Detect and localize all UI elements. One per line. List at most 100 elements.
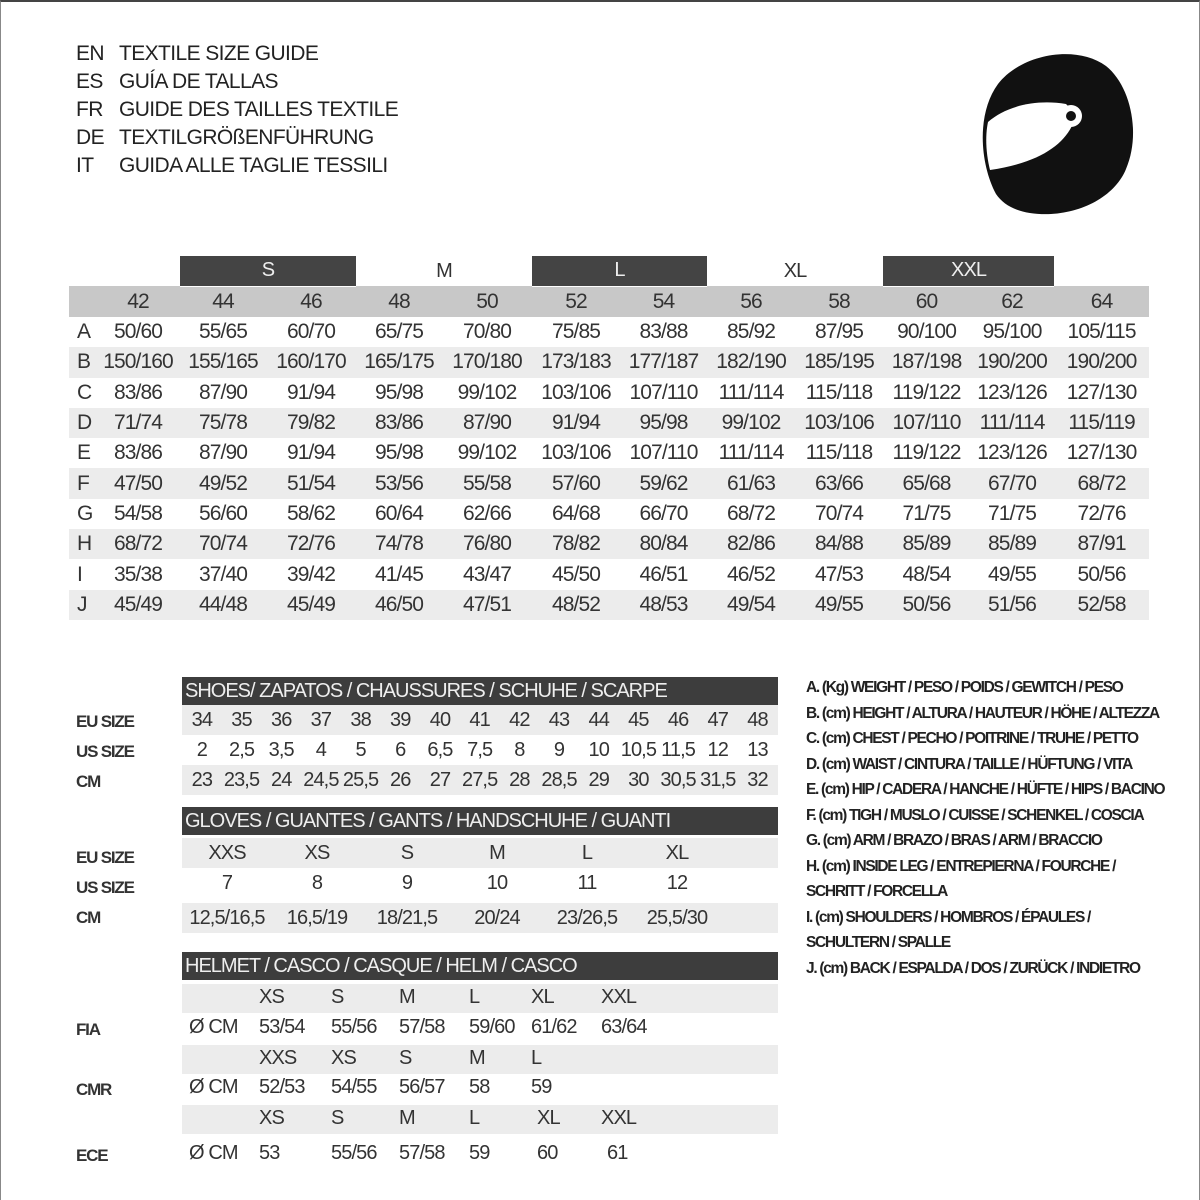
- table-cell: 71/75: [902, 501, 952, 525]
- shoes-cell: 10,5: [620, 738, 657, 761]
- table-cell: 173/183: [532, 347, 621, 378]
- shoes-cell: 37: [310, 708, 332, 731]
- column-header: 64: [1054, 286, 1150, 317]
- helmet-size-band: [182, 984, 778, 1013]
- shoes-title: SHOES/ ZAPATOS / CHAUSSURES / SCHUHE / S…: [182, 677, 778, 705]
- table-cell: 177/187: [620, 347, 708, 378]
- helmet-title: HELMET / CASCO / CASQUE / HELM / CASCO: [182, 952, 778, 980]
- table-row: B 150/160 155/165 160/170 165/175 170/180 173/…: [69, 347, 1150, 378]
- table-cell: 37/40: [198, 562, 248, 586]
- table-cell: 45/49: [266, 589, 357, 620]
- helmet-size: S: [331, 1107, 344, 1129]
- helmet-size: S: [331, 986, 344, 1008]
- column-header: 42: [96, 286, 180, 317]
- row-label: A: [77, 320, 91, 344]
- helmet-size: XS: [259, 1107, 285, 1129]
- table-cell: 63/66: [795, 468, 884, 499]
- table-cell: 48/53: [620, 589, 708, 620]
- size-band: XL: [783, 259, 808, 282]
- legend-line: H. (cm) INSIDE LEG / ENTREPIERNA / FOURC…: [806, 857, 1116, 875]
- table-cell: 61/63: [707, 468, 796, 499]
- helmet-size: XXL: [601, 986, 637, 1008]
- helmet-value: 59/60: [469, 1016, 515, 1038]
- helmet-standard-label: ECE: [76, 1146, 109, 1165]
- table-cell: 60/64: [374, 501, 424, 525]
- shoes-cell: 12: [707, 738, 729, 761]
- table-row: C 83/86 87/90 91/94 95/98 99/102 103/106 107/11…: [69, 378, 1149, 408]
- title-text: TEXTILE SIZE GUIDE: [119, 42, 319, 65]
- shoes-cell: 5: [355, 738, 366, 761]
- shoes-row-label: CM: [76, 772, 101, 791]
- gloves-cell: XS: [304, 841, 331, 864]
- helmet-value: 57/58: [399, 1142, 445, 1164]
- column-header: 46: [266, 286, 357, 317]
- helmet-unit: Ø CM: [189, 1142, 239, 1164]
- language-code: FR: [76, 98, 103, 121]
- table-cell: 74/78: [356, 529, 443, 560]
- shoes-cell: 24: [270, 768, 292, 791]
- gloves-section: GLOVES / GUANTES / GANTS / HANDSCHUHE / …: [182, 807, 778, 933]
- legend-line: I. (cm) SHOULDERS / HOMBROS / ÉPAULES /: [806, 908, 1091, 926]
- gloves-row: 7 8 9 10 11 12: [182, 868, 778, 898]
- gloves-cell: 10: [486, 871, 508, 894]
- table-cell: 75/78: [180, 407, 266, 439]
- helmet-size: L: [531, 1047, 542, 1069]
- helmet-value: 54/55: [331, 1076, 377, 1098]
- row-label: G: [77, 501, 93, 525]
- table-row: A 50/60 55/65 60/70 65/75 70/80 75/85 83/88 85/9…: [69, 317, 1149, 347]
- shoes-cell: 38: [350, 708, 371, 731]
- helmet-value: 59: [469, 1142, 490, 1164]
- legend-line: J. (cm) BACK / ESPALDA / DOS / ZURÜCK / …: [806, 959, 1141, 977]
- helmet-value: 53/54: [259, 1016, 305, 1038]
- table-cell: 115/118: [805, 380, 873, 404]
- helmet-size-band: [182, 1045, 778, 1074]
- table-row: F 47/50 49/52 51/54 53/56 55/58 57/60 59/62 61/6…: [69, 468, 1150, 499]
- table-cell: 52/58: [1054, 589, 1150, 620]
- helmet-value: 55/56: [331, 1142, 377, 1164]
- shoes-cell: 10: [588, 738, 609, 761]
- shoes-cell: 26: [390, 768, 411, 791]
- table-cell: 95/98: [374, 380, 424, 404]
- helmet-value: 60: [537, 1142, 558, 1164]
- table-cell: 103/106: [541, 441, 612, 465]
- gloves-row: 12,5/16,5 16,5/19 18/21,5 20/24 23/26,5 25,5/…: [182, 903, 778, 933]
- table-cell: 83/86: [113, 441, 163, 465]
- table-cell: 165/175: [356, 347, 443, 378]
- table-cell: 68/72: [1054, 468, 1150, 499]
- helmet-value: 63/64: [601, 1016, 647, 1038]
- size-band: M: [436, 259, 453, 282]
- table-cell: 58/62: [286, 501, 336, 525]
- column-header: 44: [180, 286, 266, 317]
- size-band: S: [180, 256, 357, 287]
- table-row: D 71/74 75/78 79/82 83/86 87/90 91/94 95/98 99/1…: [69, 407, 1150, 439]
- shoes-cell: 23,5: [223, 768, 260, 791]
- legend-line: B. (cm) HEIGHT / ALTURA / HAUTEUR / HÖHE…: [806, 704, 1160, 722]
- table-cell: 51/54: [266, 468, 357, 499]
- table-cell: 43/47: [462, 562, 512, 586]
- table-cell: 87/95: [815, 320, 864, 344]
- helmet-standard-label: FIA: [76, 1020, 101, 1039]
- table-cell: 95/100: [982, 320, 1043, 344]
- shoes-cell: 44: [588, 708, 609, 731]
- table-cell: 67/70: [970, 468, 1055, 499]
- shoes-cell: 41: [469, 708, 490, 731]
- table-cell: 39/42: [286, 562, 336, 586]
- table-cell: 91/94: [286, 380, 336, 404]
- helmet-icon: [982, 54, 1134, 215]
- shoes-row: 23 23,5 24 24,5 25,5 26 27 27,5 28 28,5 29 30 30,5 31…: [182, 765, 778, 795]
- table-cell: 111/114: [718, 380, 785, 404]
- table-cell: 85/89: [883, 529, 971, 560]
- language-code: EN: [76, 42, 105, 65]
- row-label: H: [69, 529, 96, 560]
- helmet-size: S: [399, 1047, 412, 1069]
- table-cell: 72/76: [1077, 501, 1127, 525]
- shoes-cell: 25,5: [342, 768, 379, 791]
- shoes-cell: 8: [514, 738, 525, 761]
- gloves-row-label: CM: [76, 908, 101, 927]
- shoes-cell: 34: [191, 708, 213, 731]
- title-line: EN TEXTILE SIZE GUIDE: [76, 42, 398, 70]
- row-label: J: [69, 589, 96, 620]
- shoes-cell: 30,5: [660, 768, 696, 791]
- shoes-cell: 24,5: [303, 768, 339, 791]
- shoes-cell: 11,5: [661, 738, 696, 761]
